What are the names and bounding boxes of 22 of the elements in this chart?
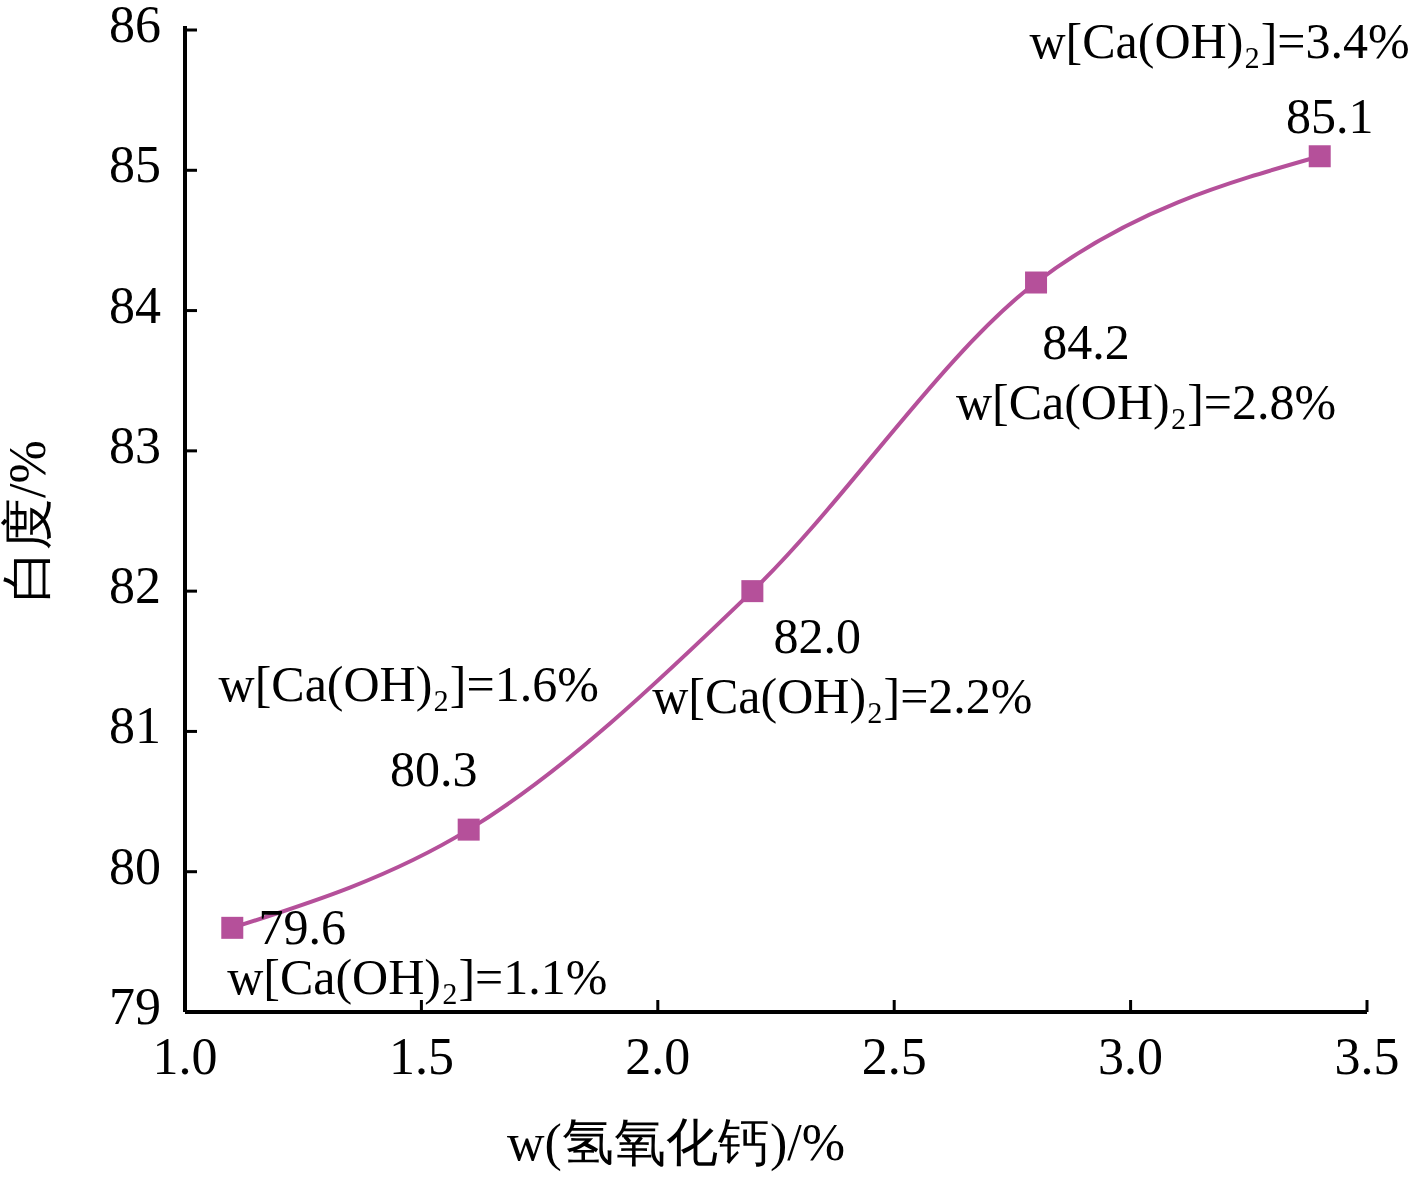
x-axis-title: w(氢氧化钙)/% bbox=[507, 1114, 845, 1172]
y-tick-label: 82 bbox=[109, 557, 161, 615]
y-tick-label: 80 bbox=[109, 837, 161, 895]
x-tick-label: 3.0 bbox=[1098, 1028, 1164, 1085]
x-tick-label: 3.5 bbox=[1334, 1028, 1400, 1085]
data-label: 85.1 bbox=[1285, 87, 1374, 144]
x-tick-label: 2.0 bbox=[625, 1028, 691, 1085]
data-label: 80.3 bbox=[389, 741, 478, 798]
y-tick-label: 83 bbox=[109, 416, 161, 474]
x-tick-label: 2.5 bbox=[861, 1028, 927, 1085]
annotation: w[Ca(OH)₂]=3.4% bbox=[1029, 12, 1410, 69]
annotation: w[Ca(OH)₂]=1.6% bbox=[218, 656, 599, 713]
data-label: 84.2 bbox=[1042, 313, 1130, 370]
x-tick-label: 1.5 bbox=[388, 1028, 454, 1085]
data-label: 82.0 bbox=[773, 607, 862, 664]
annotation: w[Ca(OH)₂]=2.8% bbox=[955, 373, 1337, 430]
y-tick-label: 85 bbox=[109, 136, 161, 194]
y-tick-label: 86 bbox=[109, 0, 161, 53]
y-tick-label: 81 bbox=[109, 697, 161, 755]
y-tick-label: 84 bbox=[109, 276, 161, 334]
y-axis-title: 白度/% bbox=[0, 440, 56, 602]
annotation: w[Ca(OH)₂]=2.2% bbox=[652, 667, 1033, 724]
